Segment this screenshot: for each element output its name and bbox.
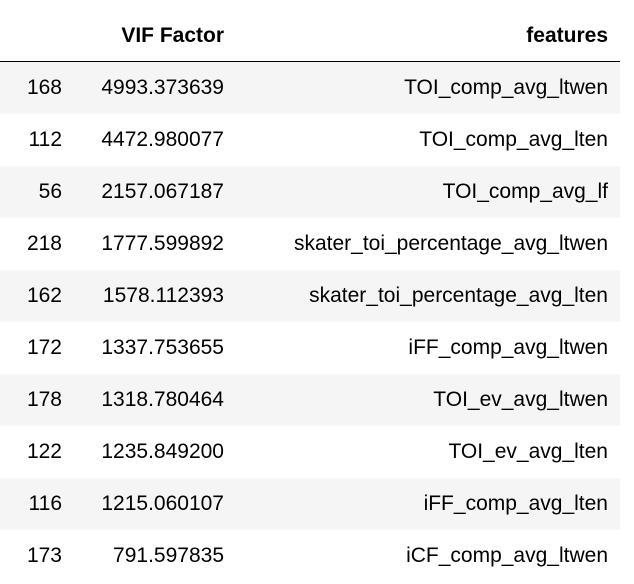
feature-name: TOI_comp_avg_ltwen <box>404 75 608 99</box>
vif-value: 1318.780464 <box>101 387 224 411</box>
feature-name: TOI_comp_avg_lf <box>442 179 608 203</box>
table-row: 173 791.597835 iCF_comp_avg_ltwen <box>0 530 620 582</box>
feature-name: skater_toi_percentage_avg_ltwen <box>293 231 608 255</box>
row-index: 173 <box>26 543 62 567</box>
vif-value: 1578.112393 <box>102 283 224 307</box>
table-header: VIF Factor features <box>0 10 620 62</box>
table-body: 168 4993.373639 TOI_comp_avg_ltwen 112 4… <box>0 61 620 582</box>
vif-value: 791.597835 <box>113 543 224 567</box>
table-row: 168 4993.373639 TOI_comp_avg_ltwen <box>0 61 620 114</box>
row-index: 112 <box>28 127 62 151</box>
row-index: 56 <box>38 179 62 203</box>
table-row: 178 1318.780464 TOI_ev_avg_ltwen <box>0 373 620 426</box>
vif-factor-header: VIF Factor <box>74 10 236 62</box>
index-header <box>0 10 74 62</box>
table-row: 122 1235.849200 TOI_ev_avg_lten <box>0 426 620 478</box>
feature-name: TOI_ev_avg_lten <box>448 439 608 463</box>
table-row: 172 1337.753655 iFF_comp_avg_ltwen <box>0 322 620 374</box>
vif-value: 2157.067187 <box>101 179 224 203</box>
row-index: 168 <box>26 75 62 99</box>
feature-name: TOI_comp_avg_lten <box>419 127 608 151</box>
vif-value: 4993.373639 <box>101 75 224 99</box>
features-header: features <box>236 10 620 62</box>
feature-name: iFF_comp_avg_ltwen <box>408 335 608 359</box>
row-index: 218 <box>26 231 62 255</box>
vif-table: VIF Factor features 168 4993.373639 TOI_… <box>0 10 620 582</box>
header-row: VIF Factor features <box>0 10 620 62</box>
feature-name: skater_toi_percentage_avg_lten <box>309 283 608 307</box>
vif-value: 1235.849200 <box>101 439 224 463</box>
row-index: 172 <box>26 335 62 359</box>
row-index: 178 <box>26 387 62 411</box>
table-row: 56 2157.067187 TOI_comp_avg_lf <box>0 165 620 218</box>
row-index: 162 <box>26 283 62 307</box>
table-row: 116 1215.060107 iFF_comp_avg_lten <box>0 477 620 530</box>
table-row: 112 4472.980077 TOI_comp_avg_lten <box>0 114 620 166</box>
feature-name: iCF_comp_avg_ltwen <box>406 543 608 567</box>
table-row: 218 1777.599892 skater_toi_percentage_av… <box>0 218 620 270</box>
feature-name: TOI_ev_avg_ltwen <box>433 387 608 411</box>
vif-value: 1777.599892 <box>101 231 224 255</box>
vif-value: 1215.060107 <box>101 491 224 515</box>
row-index: 122 <box>26 439 62 463</box>
feature-name: iFF_comp_avg_lten <box>423 491 608 515</box>
vif-value: 4472.980077 <box>101 127 224 151</box>
row-index: 116 <box>28 491 62 515</box>
vif-value: 1337.753655 <box>101 335 224 359</box>
table-row: 162 1578.112393 skater_toi_percentage_av… <box>0 269 620 322</box>
